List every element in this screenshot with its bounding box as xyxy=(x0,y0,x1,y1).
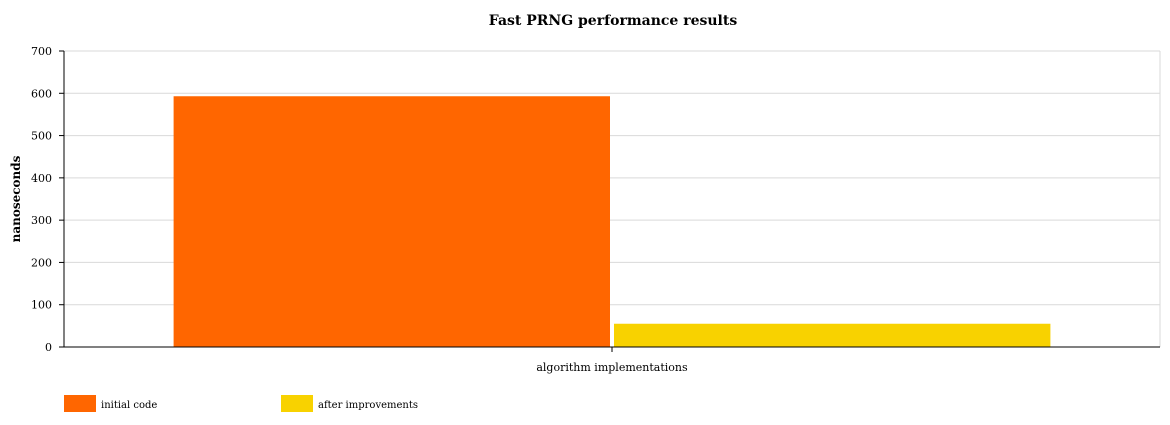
legend-label: initial code xyxy=(101,400,157,411)
x-tick-label: algorithm implementations xyxy=(536,361,688,374)
y-axis-label: nanoseconds xyxy=(9,155,23,242)
bar-after-improvements xyxy=(614,323,1051,347)
chart-title: Fast PRNG performance results xyxy=(489,13,738,29)
bar-initial-code xyxy=(173,96,610,347)
legend-label: after improvements xyxy=(318,400,418,411)
y-tick-label: 500 xyxy=(31,130,52,143)
y-tick-label: 0 xyxy=(45,341,52,354)
legend: initial code after improvements xyxy=(64,395,418,412)
y-tick-label: 300 xyxy=(31,214,52,227)
y-tick-label: 100 xyxy=(31,299,52,312)
y-tick-label: 700 xyxy=(31,45,52,58)
y-tick-label: 200 xyxy=(31,256,52,269)
legend-swatch xyxy=(64,395,96,412)
legend-swatch xyxy=(281,395,313,412)
x-ticks: algorithm implementations xyxy=(536,347,688,374)
y-tick-label: 600 xyxy=(31,87,52,100)
y-tick-label: 400 xyxy=(31,172,52,185)
y-ticks: 0 100 200 300 400 500 600 700 xyxy=(31,45,64,354)
bars xyxy=(173,96,1051,347)
